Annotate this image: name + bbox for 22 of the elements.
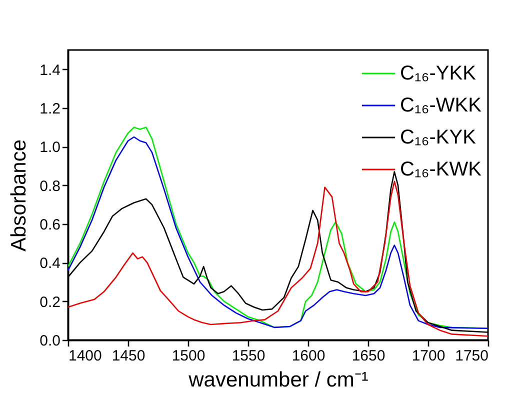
legend-label: C₁₆-KYK [400,126,477,148]
x-tick-label: 1550 [232,348,266,364]
y-tick-label: 0.4 [40,255,60,272]
y-tick-label: 0.6 [40,216,60,234]
y-tick-label: 1.0 [40,139,60,156]
legend-label: C₁₆-KWK [400,158,482,180]
x-tick-label: 1650 [352,348,386,364]
x-tick-label: 1500 [172,348,206,364]
x-tick-label: 1750 [455,348,488,364]
y-axis-title: Absorbance [8,139,31,252]
y-tick-label: 0.0 [40,332,60,350]
y-tick-label: 0.2 [40,294,60,311]
y-tick-label: 0.8 [40,178,60,195]
x-tick-label: 1450 [112,348,146,364]
y-tick-label: 1.4 [40,62,60,79]
x-axis-title: wavenumber / cm⁻¹ [188,368,368,392]
x-tick-label: 1400 [68,348,102,364]
legend-label: C₁₆-YKK [400,62,477,84]
x-tick-label: 1600 [292,348,326,364]
legend-label: C₁₆-WKK [400,94,482,116]
x-tick-label: 1700 [412,348,446,364]
y-tick-label: 1.2 [40,100,60,118]
